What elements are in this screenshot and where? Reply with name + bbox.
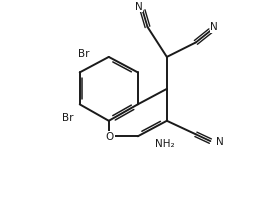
- Text: N: N: [210, 22, 218, 32]
- Text: Br: Br: [78, 49, 89, 59]
- Text: N: N: [135, 2, 143, 12]
- Text: N: N: [216, 137, 224, 147]
- Text: O: O: [106, 132, 114, 142]
- Text: Br: Br: [62, 113, 74, 123]
- Text: NH₂: NH₂: [155, 139, 175, 149]
